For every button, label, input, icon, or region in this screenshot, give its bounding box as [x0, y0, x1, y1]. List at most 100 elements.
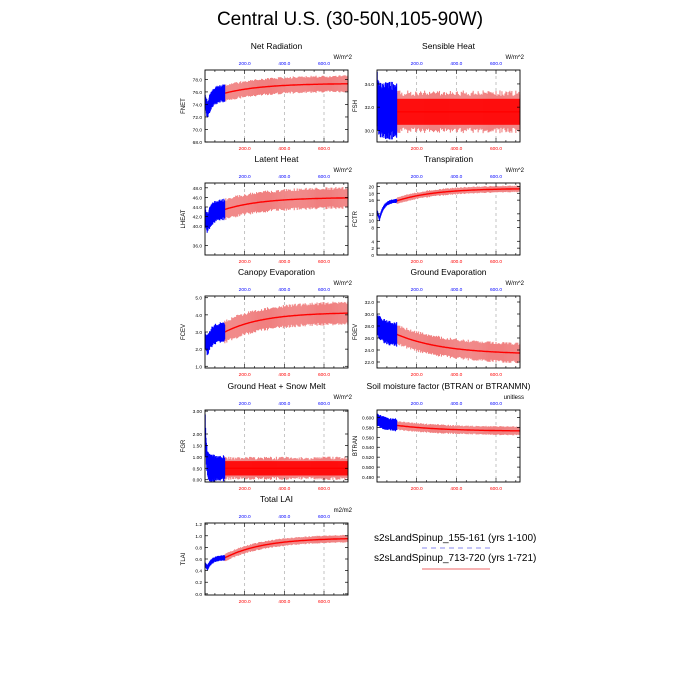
top-tick-label: 400.0	[278, 61, 290, 67]
panel-frame	[204, 69, 349, 143]
y-tick-label: 4	[371, 239, 374, 245]
y-tick-label: 0.480	[362, 475, 374, 481]
bottom-tick-label: 600.0	[318, 146, 330, 152]
units-label: unitless	[504, 395, 524, 401]
y-tick-label: 68.0	[193, 140, 203, 146]
units-label: W/m^2	[334, 168, 353, 174]
units-label: W/m^2	[506, 168, 525, 174]
y-axis-label: FSH	[353, 100, 359, 112]
units-label: m2/m2	[334, 508, 353, 514]
top-tick-label: 600.0	[318, 514, 330, 520]
panel-7: Ground Heat + Snow Melt W/m^2 FGR 0.00 0.50 1…	[181, 381, 353, 492]
bottom-tick-label: 200.0	[239, 599, 251, 605]
units-label: W/m^2	[334, 395, 353, 401]
bottom-tick-label: 200.0	[411, 146, 423, 152]
y-tick-label: 48.0	[193, 186, 203, 192]
top-tick-label: 600.0	[318, 174, 330, 180]
y-tick-label: 34.0	[365, 82, 375, 88]
panel-title: Sensible Heat	[422, 41, 476, 51]
series-red	[224, 75, 349, 102]
bottom-tick-label: 200.0	[239, 146, 251, 152]
series-blue	[204, 414, 226, 482]
red-mean-line	[224, 83, 348, 94]
top-tick-label: 400.0	[450, 287, 462, 293]
y-tick-label: 32.0	[365, 300, 375, 306]
top-tick-label: 200.0	[411, 174, 423, 180]
series-red	[224, 301, 349, 344]
bottom-tick-label: 400.0	[278, 259, 290, 265]
bottom-tick-label: 600.0	[490, 372, 502, 378]
bottom-tick-label: 200.0	[239, 372, 251, 378]
panel-frame	[376, 182, 521, 256]
panel-title: Canopy Evaporation	[238, 267, 315, 277]
panel-title: Net Radiation	[251, 41, 303, 51]
y-tick-label: 42.0	[193, 215, 203, 221]
y-tick-label: 0.50	[193, 466, 203, 472]
y-tick-label: 0.500	[362, 465, 374, 471]
panel-frame	[376, 409, 521, 483]
y-tick-label: 30.0	[365, 128, 375, 134]
series-red	[224, 456, 349, 480]
panel-frame	[376, 69, 521, 143]
y-tick-label: 0	[371, 253, 374, 259]
panel-title: Ground Evaporation	[410, 267, 486, 277]
bottom-tick-label: 200.0	[411, 372, 423, 378]
panel-3: Latent Heat W/m^2 LHEAT 36.0 40.0 42.0 44.0 46.…	[181, 154, 353, 265]
y-tick-label: 10	[369, 219, 375, 225]
bottom-tick-label: 400.0	[450, 259, 462, 265]
y-tick-label: 24.0	[365, 348, 375, 354]
panel-2: Sensible Heat W/m^2 FSH 30.0 32.0 34.0 200.0 20…	[353, 41, 525, 152]
y-axis-label: FNET	[181, 98, 187, 114]
top-tick-label: 200.0	[239, 287, 251, 293]
y-tick-label: 3.0	[195, 330, 202, 336]
panel-8: Soil moisture factor (BTRAN or BTRANMN) u…	[353, 381, 531, 492]
top-tick-label: 200.0	[411, 401, 423, 407]
y-tick-label: 2.00	[193, 432, 203, 438]
series-blue	[376, 198, 398, 221]
bottom-tick-label: 600.0	[318, 599, 330, 605]
y-axis-label: FCEV	[181, 324, 187, 340]
y-tick-label: 36.0	[193, 243, 203, 249]
y-tick-label: 0.6	[195, 557, 202, 563]
y-tick-label: 0.540	[362, 445, 374, 451]
y-tick-label: 32.0	[365, 105, 375, 111]
top-tick-label: 200.0	[239, 514, 251, 520]
bottom-tick-label: 200.0	[411, 486, 423, 492]
y-tick-label: 78.0	[193, 77, 203, 83]
top-tick-label: 400.0	[278, 287, 290, 293]
top-tick-label: 600.0	[490, 401, 502, 407]
figure-title: Central U.S. (30-50N,105-90W)	[216, 9, 484, 30]
top-tick-label: 600.0	[490, 287, 502, 293]
bottom-tick-label: 600.0	[490, 146, 502, 152]
series-blue	[204, 198, 226, 233]
legend-label-1: s2sLandSpinup_155-161 (yrs 1-100)	[374, 533, 536, 544]
units-label: W/m^2	[506, 281, 525, 287]
y-tick-label: 1.2	[195, 522, 202, 528]
red-mean-line	[224, 538, 348, 559]
top-tick-label: 600.0	[490, 61, 502, 67]
units-label: W/m^2	[334, 55, 353, 61]
panel-frame	[204, 409, 349, 483]
bottom-tick-label: 400.0	[278, 599, 290, 605]
y-tick-label: 22.0	[365, 360, 375, 366]
y-tick-label: 30.0	[365, 312, 375, 318]
y-tick-label: 16	[369, 198, 375, 204]
series-blue	[204, 84, 226, 118]
bottom-tick-label: 200.0	[239, 486, 251, 492]
bottom-tick-label: 200.0	[239, 259, 251, 265]
top-tick-label: 200.0	[239, 174, 251, 180]
y-tick-label: 0.600	[362, 415, 374, 421]
y-tick-label: 40.0	[193, 224, 203, 230]
red-mean-line	[396, 424, 520, 432]
top-tick-label: 400.0	[278, 514, 290, 520]
top-tick-label: 200.0	[411, 287, 423, 293]
y-tick-label: 44.0	[193, 205, 203, 211]
bottom-tick-label: 400.0	[278, 372, 290, 378]
panel-title: Latent Heat	[255, 154, 300, 164]
bottom-tick-label: 200.0	[411, 259, 423, 265]
red-mean-line	[224, 312, 348, 333]
y-tick-label: 74.0	[193, 102, 203, 108]
y-tick-label: 28.0	[365, 324, 375, 330]
